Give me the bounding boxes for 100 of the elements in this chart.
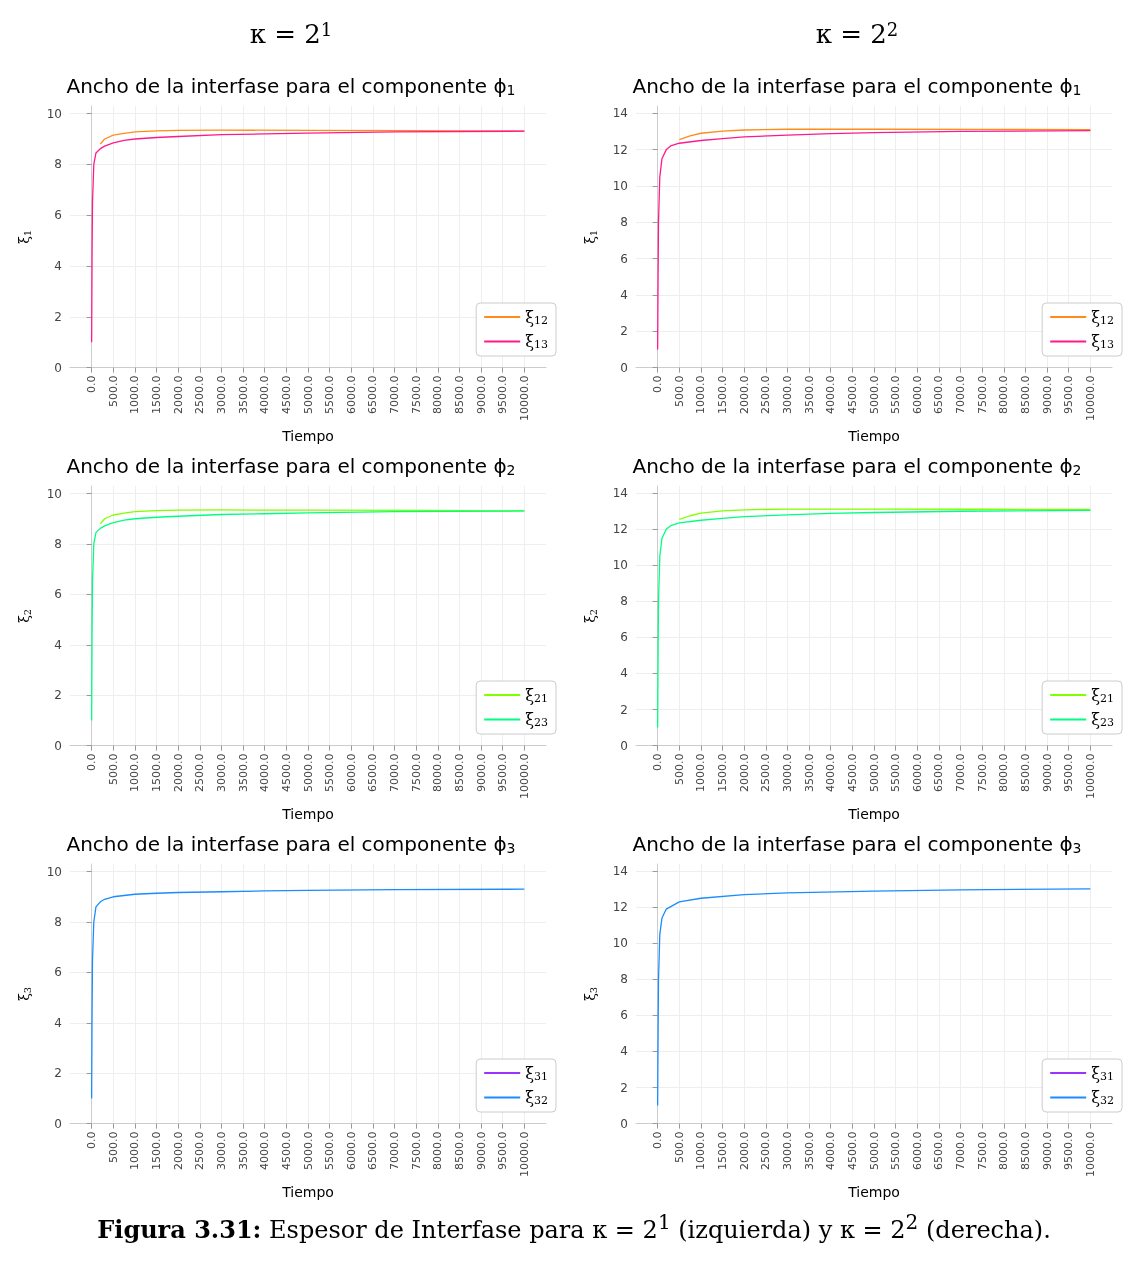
x-tick-label: 7000.0 [954,375,968,415]
y-tick-label: 8 [620,594,628,609]
x-tick-label: 7000.0 [954,753,968,793]
y-tick-label: 6 [54,587,62,602]
y-tick-label: 14 [612,486,628,501]
x-tick-label: 2000.0 [737,1131,751,1171]
y-tick-label: 8 [54,536,62,551]
x-tick-label: 7500.0 [409,1131,423,1171]
x-tick-label: 1000.0 [694,1131,708,1171]
legend-label: ξ13 [525,332,548,351]
x-tick-label: 10000.0 [1083,375,1097,422]
y-tick-label: 10 [46,106,62,121]
x-tick-label: 8000.0 [997,1131,1011,1171]
y-axis-title: ξ1 [582,229,599,244]
y-tick-label: 6 [620,251,628,266]
chart-title: Ancho de la interfase para el componente ϕ2 [632,454,1082,478]
x-tick-label: 5000.0 [867,1131,881,1171]
x-tick-label: 6500.0 [366,753,380,793]
x-tick-label: 3000.0 [780,1131,794,1171]
y-axis-title: ξ3 [582,986,599,1001]
line-series [656,129,1092,351]
x-tick-label: 4000.0 [824,375,838,415]
x-tick-label: 500.0 [106,1131,120,1164]
y-tick-label: 10 [612,936,628,951]
x-tick-label: 8500.0 [452,753,466,793]
y-tick-label: 14 [612,864,628,879]
y-tick-label: 4 [54,1015,62,1030]
x-tick-label: 6000.0 [344,753,358,793]
x-tick-label: 8000.0 [431,753,445,793]
x-tick-label: 7000.0 [388,375,402,415]
y-tick-label: 8 [54,914,62,929]
x-tick-label: 4500.0 [279,375,293,415]
y-tick-label: 2 [54,309,62,324]
text: Figura 3.31: Espesor de Interfase para κ = 2$^{1}$ (izquierda) y κ = 2$^{2}$ (derecha). [96,1210,1052,1244]
x-tick-label: 500.0 [672,375,686,408]
legend-label: ξ23 [1091,710,1114,729]
x-tick-label: 1000.0 [694,753,708,793]
x-tick-label: 7000.0 [388,753,402,793]
x-tick-label: 1500.0 [150,375,164,415]
x-tick-label: 5500.0 [889,375,903,415]
y-tick-label: 8 [620,972,628,987]
x-tick-label: 0.0 [651,375,665,394]
y-tick-label: 4 [620,287,628,302]
y-tick-label: 6 [620,1008,628,1023]
x-tick-label: 6500.0 [932,1131,946,1171]
y-axis-title: ξ2 [16,608,33,623]
legend-label: ξ12 [525,307,548,327]
y-axis-title: ξ1 [16,229,33,244]
x-tick-label: 4000.0 [824,753,838,793]
legend-label: ξ23 [525,710,548,729]
x-tick-label: 8500.0 [452,375,466,415]
x-tick-label: 2000.0 [171,375,185,415]
x-tick-label: 0.0 [651,753,665,772]
x-tick-label: 3000.0 [780,375,794,415]
y-tick-label: 4 [54,259,62,274]
x-tick-label: 7500.0 [409,753,423,793]
x-tick-label: 3500.0 [236,375,250,415]
y-tick-label: 2 [620,1080,628,1095]
x-tick-label: 3000.0 [214,1131,228,1171]
y-tick-label: 10 [46,864,62,879]
y-tick-label: 2 [54,688,62,703]
y-tick-label: 10 [612,558,628,573]
x-tick-label: 7500.0 [409,375,423,415]
x-tick-label: 8500.0 [1018,753,1032,793]
x-tick-label: 8000.0 [431,1131,445,1171]
x-tick-label: 8000.0 [431,375,445,415]
x-tick-label: 500.0 [106,375,120,408]
x-tick-label: 10000.0 [517,375,531,422]
x-tick-label: 4500.0 [845,375,859,415]
x-tick-label: 0.0 [85,375,99,394]
x-tick-label: 9000.0 [474,753,488,793]
x-tick-label: 6000.0 [910,375,924,415]
x-tick-label: 5000.0 [301,1131,315,1171]
legend-label: ξ31 [1091,1063,1114,1083]
x-tick-label: 2500.0 [759,753,773,793]
x-tick-label: 8500.0 [1018,375,1032,415]
chart-title: Ancho de la interfase para el componente ϕ1 [632,74,1082,98]
x-tick-label: 1000.0 [128,1131,142,1171]
line-series [90,888,526,1100]
legend-label: ξ32 [1091,1088,1114,1107]
y-tick-label: 4 [620,666,628,681]
x-tick-label: 2500.0 [759,375,773,415]
x-tick-label: 2500.0 [193,1131,207,1171]
x-tick-label: 4500.0 [845,1131,859,1171]
legend-label: ξ12 [1091,307,1114,327]
x-tick-label: 4000.0 [258,753,272,793]
x-tick-label: 10000.0 [1083,753,1097,800]
x-tick-label: 4000.0 [258,375,272,415]
x-tick-label: 9500.0 [496,753,510,793]
x-tick-label: 6500.0 [932,375,946,415]
y-tick-label: 0 [620,360,628,375]
x-tick-label: 5000.0 [867,375,881,415]
x-tick-label: 3500.0 [802,753,816,793]
y-tick-label: 6 [54,965,62,980]
x-tick-label: 7500.0 [975,1131,989,1171]
chart-title: Ancho de la interfase para el componente ϕ2 [66,454,516,478]
y-tick-label: 10 [612,178,628,193]
y-tick-label: 2 [620,702,628,717]
x-tick-label: 4500.0 [279,1131,293,1171]
x-tick-label: 1500.0 [150,1131,164,1171]
